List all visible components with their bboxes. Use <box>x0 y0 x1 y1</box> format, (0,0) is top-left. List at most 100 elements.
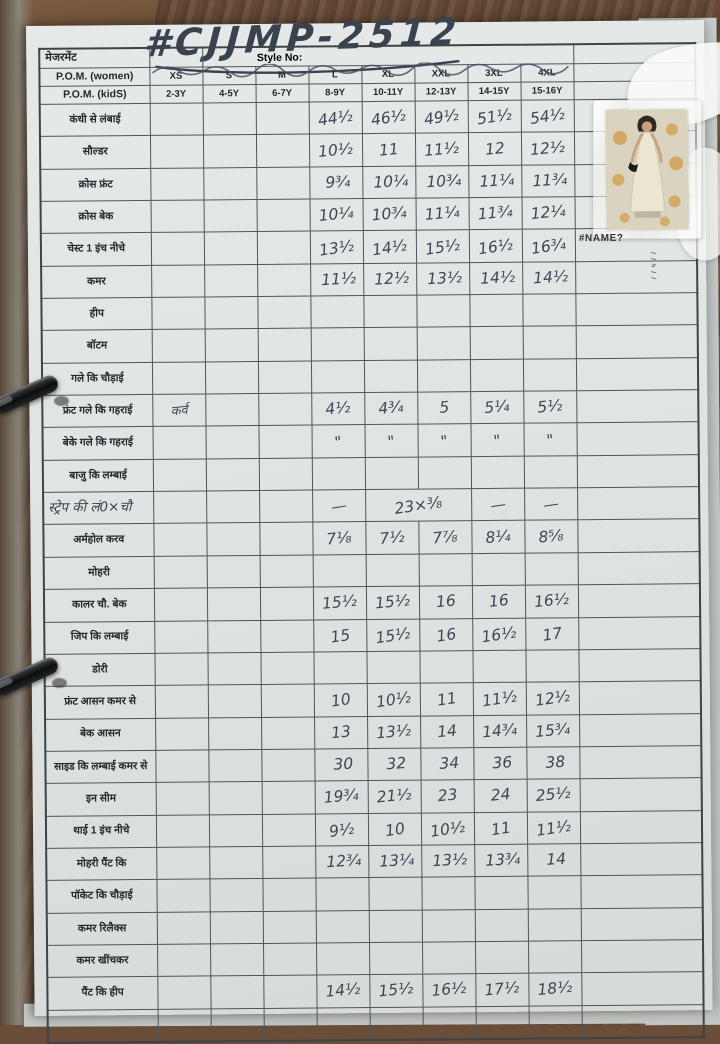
value-cell <box>157 943 211 977</box>
handwritten-value: 17 <box>540 623 564 645</box>
row-label: जिप कि लम्बाई <box>44 620 155 655</box>
value-cell <box>474 876 528 910</box>
handwritten-value: कर्व <box>169 403 189 420</box>
empty-cell <box>577 486 700 521</box>
value-cell: — <box>312 489 366 523</box>
handwritten-value: 5 <box>438 398 450 418</box>
value-cell: 13½ <box>367 715 421 749</box>
handwritten-value: 38 <box>544 752 566 772</box>
age-header: 6-7Y <box>255 84 309 103</box>
value-cell <box>208 749 262 783</box>
value-cell: 16½ <box>422 973 476 1007</box>
value-cell <box>416 294 470 328</box>
handwritten-value: 15¾ <box>534 719 571 741</box>
handwritten-value: 21½ <box>376 785 413 807</box>
value-cell: 8¼ <box>471 520 525 554</box>
handwritten-value: 13½ <box>431 850 468 871</box>
value-cell: 15 <box>313 619 367 652</box>
value-cell <box>210 943 264 977</box>
empty-cell <box>575 325 698 359</box>
row-label <box>47 1009 158 1043</box>
age-header: 15-16Y <box>520 81 574 101</box>
value-cell: " <box>364 424 418 458</box>
value-cell <box>206 490 260 524</box>
handwritten-value: 15½ <box>321 591 358 614</box>
value-cell: 14½ <box>469 261 523 295</box>
row-label: बॉटम <box>41 329 152 364</box>
value-cell <box>155 749 209 783</box>
value-cell: 11 <box>361 133 416 167</box>
empty-cell <box>575 292 698 327</box>
handwritten-value: 9¾ <box>324 172 351 192</box>
empty-cell <box>579 745 702 779</box>
handwritten-value: 51½ <box>475 105 513 129</box>
handwritten-value: 16 <box>434 624 458 646</box>
empty-cell <box>575 357 699 391</box>
handwritten-value: 8⅝ <box>537 525 565 547</box>
handwritten-value: 46½ <box>369 106 407 130</box>
value-cell: 16 <box>418 585 473 619</box>
handwritten-value: 54½ <box>528 105 566 129</box>
handwritten-value: 18½ <box>536 978 574 1000</box>
value-cell <box>207 684 262 718</box>
value-cell <box>262 878 316 912</box>
empty-cell <box>575 260 698 294</box>
value-cell <box>263 1007 317 1041</box>
handwritten-value: 12 <box>483 138 506 159</box>
age-header: 2-3Y <box>149 84 203 104</box>
handwritten-value: 36 <box>491 753 513 773</box>
value-cell <box>210 975 264 1009</box>
handwritten-value: 4½ <box>324 398 352 419</box>
handwritten-value: 8¼ <box>484 526 512 547</box>
value-cell <box>522 326 576 359</box>
handwritten-value: " <box>333 432 344 452</box>
value-cell <box>256 199 310 232</box>
value-cell <box>469 358 524 392</box>
value-cell: 7½ <box>365 521 419 555</box>
value-cell <box>310 360 365 394</box>
handwritten-value: 10½ <box>429 817 467 841</box>
handwritten-value: 13½ <box>375 720 412 743</box>
age-header: 8-9Y <box>308 83 362 103</box>
value-cell: कर्व <box>152 394 206 427</box>
value-cell <box>313 651 367 685</box>
empty-cell <box>581 971 704 1006</box>
value-cell <box>416 359 471 393</box>
empty-cell <box>579 777 702 812</box>
row-label: चेस्ट 1 इंच नीचे <box>40 232 152 267</box>
value-cell <box>153 588 208 621</box>
empty-cell <box>579 810 703 844</box>
handwritten-value: 15½ <box>424 235 462 259</box>
value-cell: 11¾ <box>521 164 575 198</box>
row-label: कमर रिलैक्स <box>46 911 158 946</box>
value-cell <box>368 877 422 911</box>
value-cell: 15½ <box>365 586 420 620</box>
value-cell <box>204 264 258 298</box>
handwritten-value: 11½ <box>423 138 460 160</box>
value-cell <box>255 102 309 135</box>
value-cell: 10½ <box>420 812 475 845</box>
value-cell: 8⅝ <box>524 520 578 553</box>
value-cell: 21½ <box>367 780 421 814</box>
row-label: थाई 1 इंच नीचे <box>45 814 157 849</box>
garment-photo <box>605 109 689 230</box>
value-cell <box>202 102 256 136</box>
value-cell <box>422 1006 476 1040</box>
value-cell <box>205 393 259 427</box>
row-label: साइड कि लम्बाई कमर से <box>45 750 156 784</box>
value-cell <box>528 1005 582 1039</box>
value-cell: 14½ <box>362 230 417 264</box>
value-cell <box>258 425 312 459</box>
value-cell <box>150 167 204 201</box>
value-cell: 5½ <box>523 390 577 424</box>
row-label: अर्महोल करव <box>43 523 154 558</box>
handwritten-value: 13½ <box>426 268 463 289</box>
value-cell <box>363 327 417 361</box>
handwritten-value: 11¼ <box>478 170 515 191</box>
value-cell <box>263 942 317 976</box>
handwritten-value: 14¾ <box>481 719 518 742</box>
handwritten-value: 14 <box>435 721 458 741</box>
value-cell <box>470 455 525 489</box>
value-cell <box>257 263 311 297</box>
value-cell: 7⅞ <box>418 521 472 554</box>
